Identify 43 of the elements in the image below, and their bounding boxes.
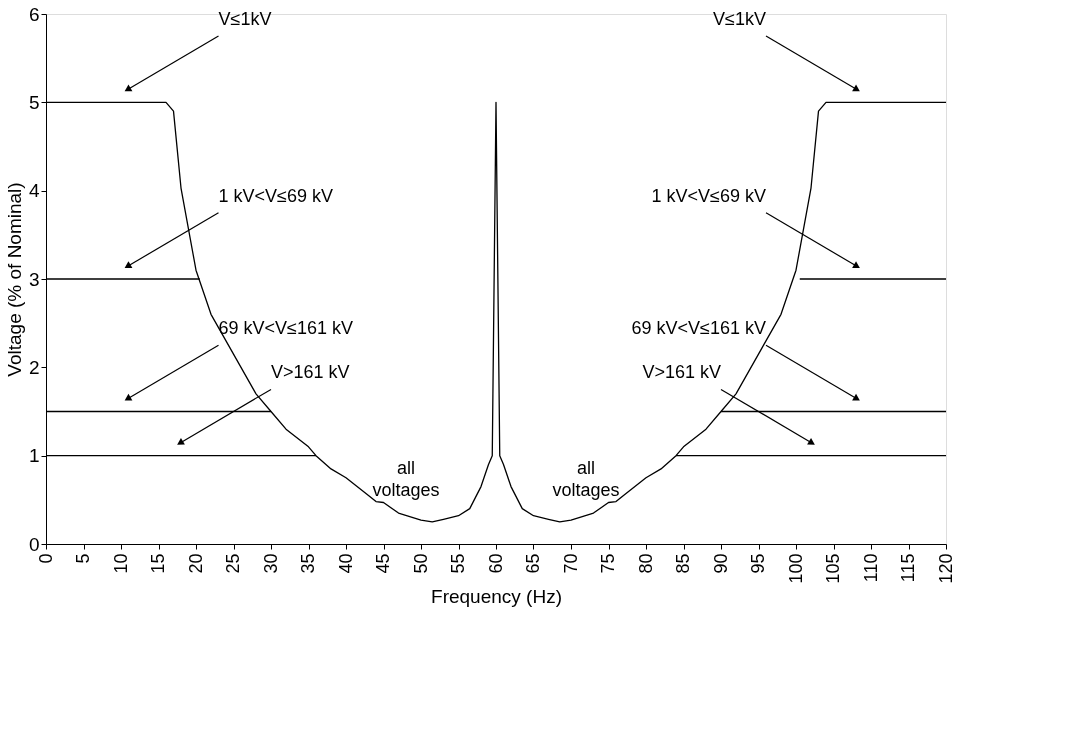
x-tick-label: 55: [448, 553, 468, 574]
annotation: V≤1kV: [713, 9, 766, 30]
y-tick-label: 3: [28, 268, 40, 290]
x-tick-label: 40: [335, 553, 356, 574]
annotation: 69 kV<V≤161 kV: [218, 318, 353, 339]
annotation: V>161 kV: [642, 362, 721, 383]
x-tick-label: 95: [748, 553, 768, 574]
y-tick-label: 6: [28, 3, 40, 25]
x-tick-label: 100: [785, 553, 806, 584]
annotation: V≤1kV: [218, 9, 272, 30]
y-tick-label: 2: [28, 356, 40, 378]
x-tick-label: 120: [935, 553, 956, 584]
y-axis-title: Voltage (% of Nominal): [3, 182, 25, 377]
x-tick-label: 65: [523, 553, 543, 574]
annotation: V>161 kV: [271, 362, 350, 383]
annotation: 69 kV<V≤161 kV: [631, 318, 766, 339]
x-tick-label: 10: [110, 553, 131, 574]
x-tick-label: 15: [148, 553, 168, 574]
x-tick-label: 90: [710, 553, 731, 574]
x-tick-label: 60: [485, 553, 506, 574]
x-tick-label: 80: [635, 553, 656, 574]
x-tick-label: 115: [898, 553, 918, 583]
x-tick-label: 35: [298, 553, 318, 574]
y-tick-label: 1: [28, 445, 40, 467]
annotation: all voltages: [372, 457, 440, 500]
x-tick-label: 50: [410, 553, 431, 574]
annotation: 1 kV<V≤69 kV: [651, 185, 766, 206]
x-tick-label: 110: [860, 553, 881, 583]
annotation: 1 kV<V≤69 kV: [218, 185, 333, 206]
x-tick-label: 105: [823, 553, 843, 584]
x-tick-label: 85: [673, 553, 693, 574]
y-tick-label: 4: [28, 180, 40, 202]
x-tick-label: 70: [560, 553, 581, 574]
x-tick-label: 25: [223, 553, 243, 574]
x-axis-title: Frequency (Hz): [431, 585, 562, 607]
y-tick-label: 5: [28, 91, 40, 113]
x-tick-label: 75: [598, 553, 618, 574]
annotation: all voltages: [552, 457, 620, 500]
x-tick-label: 5: [73, 553, 93, 564]
x-tick-label: 45: [373, 553, 393, 574]
x-tick-label: 0: [35, 553, 56, 564]
x-tick-label: 30: [260, 553, 281, 574]
x-tick-label: 20: [185, 553, 206, 574]
